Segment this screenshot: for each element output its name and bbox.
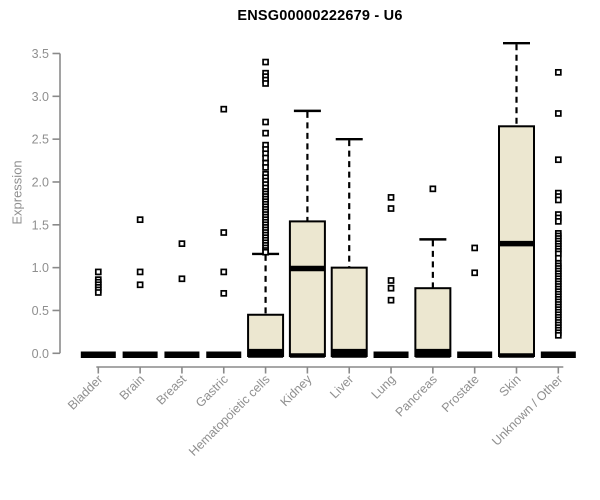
category-bladder: Bladder [65,268,116,413]
y-tick-label: 1.0 [32,261,49,275]
outlier-point [262,164,269,171]
x-tick-label: Gastric [193,372,231,410]
box [288,220,326,357]
x-tick-label: Prostate [439,372,482,415]
x-tick-label: Lung [369,372,399,402]
category-skin: Skin [497,42,535,399]
outlier-point [471,269,479,277]
outlier-point [262,118,269,126]
x-tick-label: Kidney [278,372,315,409]
category-liver: Liver [327,137,368,401]
category-kidney: Kidney [278,109,326,409]
outlier-point [262,58,269,66]
x-tick-label: Breast [154,372,190,408]
outlier-point [220,268,228,276]
x-tick-label: Bladder [65,372,105,412]
chart-title: ENSG00000222679 - U6 [237,8,403,24]
outlier-point [262,129,269,137]
category-breast: Breast [154,240,200,408]
collapsed-box [80,351,116,358]
collapsed-box [373,351,409,358]
outlier-point [554,218,562,225]
x-tick-label: Brain [117,372,148,403]
outlier-point [554,196,562,204]
category-lung: Lung [369,194,409,402]
outlier-point [262,154,269,162]
outlier-point [220,289,228,297]
outlier-point [554,331,562,339]
outlier-point [554,68,562,76]
outlier-point [136,281,144,289]
y-tick-label: 3.0 [32,90,49,104]
y-axis-title: Expression [9,160,25,225]
outlier-point [94,289,102,296]
outlier-point [554,110,562,117]
outlier-point [178,275,186,283]
outlier-point [178,240,186,248]
outlier-point [471,244,479,252]
outlier-point [220,105,228,113]
category-pancreas: Pancreas [393,185,452,419]
y-tick-label: 2.0 [32,175,49,189]
box [330,266,368,358]
outlier-point [136,268,144,276]
collapsed-box [164,351,200,358]
x-tick-label: Unknown / Other [489,372,565,448]
y-tick-label: 3.5 [32,47,49,61]
outlier-point [387,277,395,284]
x-tick-label: Pancreas [393,372,440,419]
outlier-point [387,284,395,292]
outlier-point [262,248,269,256]
outlier-point [387,205,395,212]
collapsed-box [206,351,242,358]
x-tick-label: Hematopoietic cells [186,372,273,459]
category-brain: Brain [117,216,158,403]
outlier-point [94,268,102,276]
category-gastric: Gastric [193,105,242,410]
outlier-point [429,185,437,193]
y-tick-label: 2.5 [32,133,49,147]
outlier-point [262,80,269,87]
y-tick-label: 1.5 [32,218,49,232]
outlier-point [387,194,395,201]
y-tick-label: 0.5 [32,304,49,318]
x-tick-label: Liver [327,372,356,401]
collapsed-box [122,351,158,358]
outlier-point [387,296,395,304]
x-tick-label: Skin [497,372,524,399]
outlier-point [554,254,562,262]
outlier-point [136,216,144,224]
collapsed-box [540,351,576,358]
box [414,287,452,357]
outlier-point [554,156,562,164]
y-tick-label: 0.0 [32,347,49,361]
outlier-point [220,229,228,236]
collapsed-box [457,351,493,358]
